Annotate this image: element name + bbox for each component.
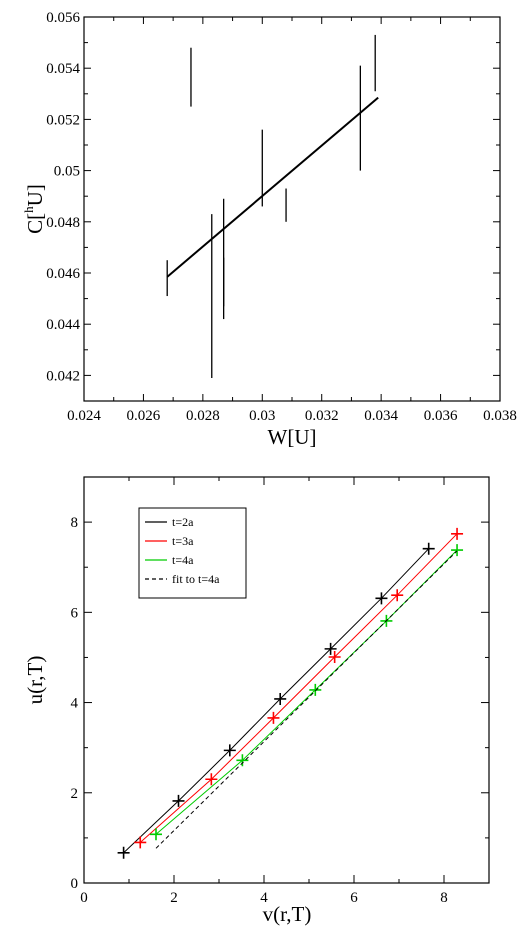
scatter-y-title-tail: U] [23,184,47,206]
scatter-fit-line [166,96,379,278]
scatter-x-tick-label: 0.036 [424,408,458,424]
line-y-tick-label: 2 [71,786,79,802]
line-y-axis-title: u(r,T) [23,656,47,705]
scatter-y-title-superscript: h [21,206,36,213]
line-y-tick-label: 8 [71,515,79,531]
scatter-x-tick-label: 0.03 [249,408,275,424]
line-x-tick-label: 6 [350,890,358,906]
line-chart: 0 2 4 6 8 0 2 4 6 8 t=2a t=3a t=4a fit to t=4a v(r,T… [23,476,490,926]
scatter-x-tick-label: 0.034 [364,408,398,424]
line-x-tick-label: 4 [260,890,268,906]
series-marker-2 [328,650,341,663]
series-line-4 [155,550,458,849]
scatter-y-tick-label: 0.048 [46,215,80,231]
scatter-y-tick-label: 0.046 [46,266,80,282]
line-x-tick-label: 0 [80,890,88,906]
legend-label-1: t=2a [172,515,194,529]
svg-text:C[hU]: C[hU] [21,184,47,234]
series-marker-1 [223,744,236,757]
line-y-tick-label: 0 [71,876,79,892]
legend-label-3: t=4a [172,553,194,567]
scatter-axes: 0.024 0.026 0.028 0.03 0.032 0.034 0.036 0.038 0… [46,10,517,424]
series-marker-1 [274,692,287,705]
line-x-tick-label: 2 [170,890,178,906]
scatter-x-tick-label: 0.024 [67,408,101,424]
legend: t=2a t=3a t=4a fit to t=4a [138,507,247,599]
scatter-y-axis-title: C[hU] [21,184,47,234]
scatter-x-tick-label: 0.032 [305,408,339,424]
series-line-2 [139,533,458,843]
line-y-tick-label: 4 [71,696,79,712]
scatter-x-tick-label: 0.028 [186,408,220,424]
series-marker-1 [172,794,185,807]
series-marker-3 [150,828,162,841]
scatter-y-tick-label: 0.054 [46,61,80,77]
scatter-y-tick-label: 0.056 [46,10,80,26]
series-marker-3 [236,754,249,767]
scatter-fit-line-group [166,96,379,278]
series-marker-2 [267,711,280,724]
line-axes: 0 2 4 6 8 0 2 4 6 8 [71,477,489,906]
legend-label-4: fit to t=4a [172,572,220,586]
series-marker-2 [391,589,404,602]
scatter-y-tick-label: 0.042 [46,368,80,384]
scatter-y-title-main: C[ [23,213,47,234]
scatter-y-tick-label: 0.044 [46,317,80,333]
scatter-y-tick-label: 0.05 [54,164,80,180]
scatter-chart: 0.024 0.026 0.028 0.03 0.032 0.034 0.036 0.038 0… [21,10,517,449]
series-marker-1 [324,642,337,655]
series-marker-3 [451,544,464,557]
line-x-tick-label: 8 [440,890,448,906]
series-marker-3 [309,683,322,696]
scatter-error-bars [166,34,376,378]
line-y-tick-label: 6 [71,605,79,621]
series-marker-1 [422,542,435,555]
series-marker-2 [134,836,147,849]
scatter-x-tick-label: 0.026 [127,408,161,424]
line-x-axis-title: v(r,T) [263,902,312,926]
scatter-y-tick-label: 0.052 [46,112,80,128]
scatter-x-axis-title: W[U] [268,425,317,449]
scatter-x-tick-label: 0.038 [483,408,517,424]
line-series-group [117,527,464,859]
legend-label-2: t=3a [172,534,194,548]
legend-box [138,507,247,599]
scatter-plot-frame [83,16,501,402]
series-marker-1 [375,592,388,605]
series-marker-2 [205,773,218,786]
series-marker-2 [451,527,464,540]
series-marker-1 [117,846,130,859]
line-plot-frame [83,476,490,884]
